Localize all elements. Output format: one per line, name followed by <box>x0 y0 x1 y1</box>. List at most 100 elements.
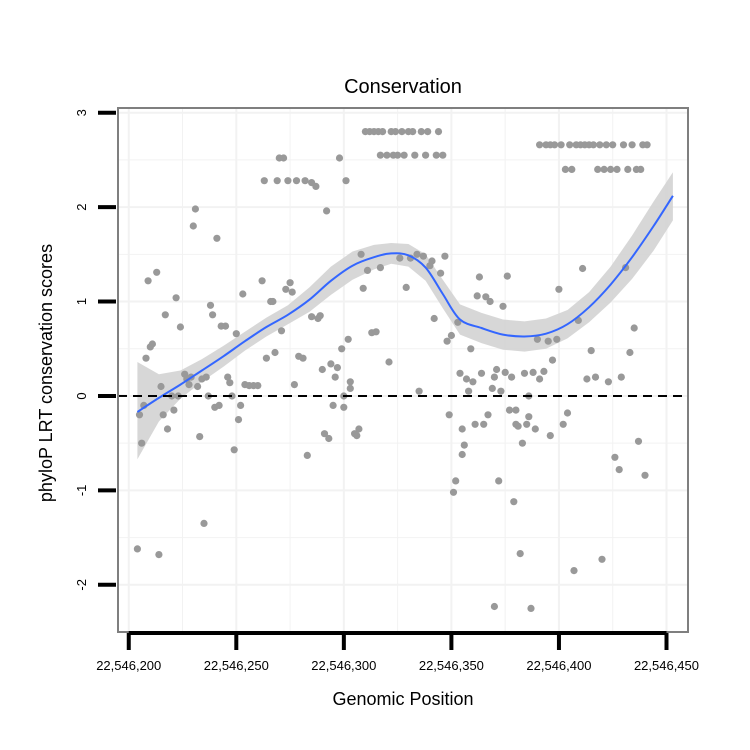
data-point <box>488 384 496 392</box>
data-point <box>159 411 167 419</box>
data-point <box>432 151 440 159</box>
data-point <box>611 453 619 461</box>
data-point <box>456 369 464 377</box>
data-point <box>441 252 449 260</box>
data-point <box>490 373 498 381</box>
y-tick-label: -2 <box>74 579 89 591</box>
x-tick-label: 22,546,350 <box>419 658 484 673</box>
data-point <box>529 368 537 376</box>
data-point <box>525 413 533 421</box>
smooth-line-layer <box>136 195 674 413</box>
data-point <box>533 335 542 343</box>
data-point <box>194 382 202 391</box>
data-point <box>484 411 492 419</box>
data-point <box>355 425 363 433</box>
data-point <box>239 290 247 298</box>
data-point <box>288 288 296 296</box>
data-point <box>308 313 316 321</box>
data-points-layer <box>133 128 651 613</box>
data-point <box>454 318 462 326</box>
data-point <box>527 604 535 613</box>
data-point <box>320 430 329 438</box>
data-point <box>269 297 277 306</box>
data-point <box>234 416 243 424</box>
data-point <box>544 337 552 345</box>
y-tick-label: 0 <box>74 392 89 399</box>
data-point <box>594 165 602 173</box>
data-point <box>206 301 215 309</box>
data-point <box>411 151 419 159</box>
data-point <box>260 177 268 185</box>
data-point <box>462 375 471 383</box>
x-tick-label: 22,546,250 <box>204 658 269 673</box>
data-point <box>301 177 309 185</box>
data-point <box>163 425 172 433</box>
data-point <box>202 373 210 381</box>
data-point <box>630 324 638 332</box>
data-point <box>437 269 445 277</box>
data-point <box>344 335 352 343</box>
data-point <box>570 567 578 575</box>
data-point <box>523 420 531 428</box>
data-point <box>280 154 288 162</box>
data-point <box>135 411 144 419</box>
data-point <box>385 358 393 366</box>
data-point <box>342 177 350 185</box>
data-point <box>497 387 505 395</box>
data-point <box>398 128 406 136</box>
data-point <box>224 373 232 381</box>
data-point <box>477 369 486 377</box>
data-point <box>449 488 458 496</box>
data-point <box>157 382 165 391</box>
data-point <box>170 406 178 414</box>
data-point <box>138 439 146 447</box>
confidence-band <box>137 172 673 460</box>
data-point <box>282 285 290 293</box>
data-point <box>142 354 150 362</box>
data-point <box>589 141 598 149</box>
data-point <box>512 406 520 414</box>
data-point <box>213 234 221 242</box>
data-point <box>495 477 503 485</box>
data-point <box>409 128 417 136</box>
data-point <box>209 311 217 319</box>
data-point <box>434 128 443 136</box>
data-point <box>396 254 404 262</box>
data-point <box>419 252 427 260</box>
data-point <box>604 378 613 386</box>
data-point <box>391 128 400 136</box>
data-point <box>626 348 634 357</box>
data-point <box>329 401 337 409</box>
data-point <box>637 165 645 173</box>
data-point <box>563 409 572 417</box>
data-point <box>327 360 335 368</box>
data-point <box>624 165 632 173</box>
data-point <box>415 387 423 395</box>
data-point <box>520 369 529 377</box>
data-point <box>422 151 430 159</box>
data-point <box>501 368 509 376</box>
data-point <box>273 177 281 185</box>
data-point <box>290 381 298 389</box>
data-point <box>312 182 320 190</box>
data-point <box>546 432 554 440</box>
data-point <box>460 441 468 449</box>
data-point <box>561 165 570 173</box>
data-point <box>185 381 193 389</box>
x-tick-label: 22,546,200 <box>96 658 161 673</box>
data-point <box>153 268 161 276</box>
data-point <box>346 378 354 386</box>
data-point <box>155 551 163 559</box>
data-point <box>499 302 507 310</box>
data-point <box>447 331 455 340</box>
data-point <box>338 345 346 353</box>
data-point <box>531 425 539 433</box>
data-point <box>475 273 483 281</box>
y-axis-label: phyloP LRT conservation scores <box>36 244 56 502</box>
data-point <box>176 323 184 331</box>
x-tick-label: 22,546,300 <box>311 658 376 673</box>
data-point <box>566 141 574 149</box>
data-point <box>359 284 367 292</box>
data-point <box>602 141 610 149</box>
y-tick-label: 1 <box>74 298 89 305</box>
